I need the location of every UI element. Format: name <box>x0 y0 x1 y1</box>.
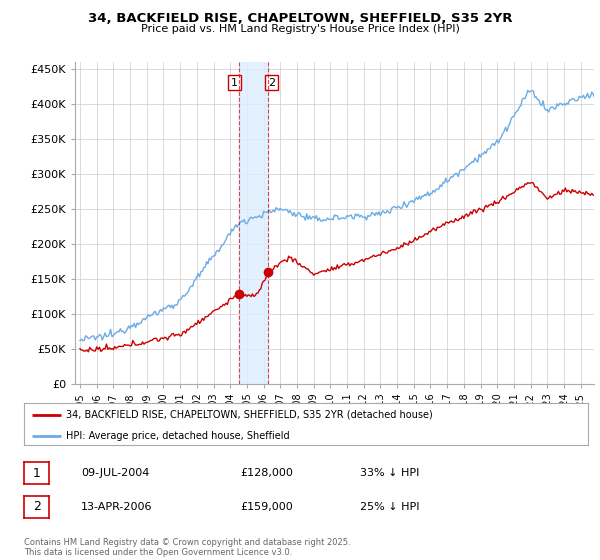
Text: 25% ↓ HPI: 25% ↓ HPI <box>360 502 419 512</box>
Text: 2: 2 <box>32 500 41 514</box>
Text: 09-JUL-2004: 09-JUL-2004 <box>81 468 149 478</box>
Text: 1: 1 <box>231 78 238 87</box>
Text: 34, BACKFIELD RISE, CHAPELTOWN, SHEFFIELD, S35 2YR: 34, BACKFIELD RISE, CHAPELTOWN, SHEFFIEL… <box>88 12 512 25</box>
Text: £159,000: £159,000 <box>240 502 293 512</box>
Text: 13-APR-2006: 13-APR-2006 <box>81 502 152 512</box>
Bar <box>239 62 268 384</box>
Text: Contains HM Land Registry data © Crown copyright and database right 2025.
This d: Contains HM Land Registry data © Crown c… <box>24 538 350 557</box>
Text: HPI: Average price, detached house, Sheffield: HPI: Average price, detached house, Shef… <box>66 431 290 441</box>
Text: £128,000: £128,000 <box>240 468 293 478</box>
Text: 33% ↓ HPI: 33% ↓ HPI <box>360 468 419 478</box>
Text: Price paid vs. HM Land Registry's House Price Index (HPI): Price paid vs. HM Land Registry's House … <box>140 24 460 34</box>
Text: 1: 1 <box>32 466 41 480</box>
Text: 34, BACKFIELD RISE, CHAPELTOWN, SHEFFIELD, S35 2YR (detached house): 34, BACKFIELD RISE, CHAPELTOWN, SHEFFIEL… <box>66 410 433 420</box>
Text: 2: 2 <box>268 78 275 87</box>
